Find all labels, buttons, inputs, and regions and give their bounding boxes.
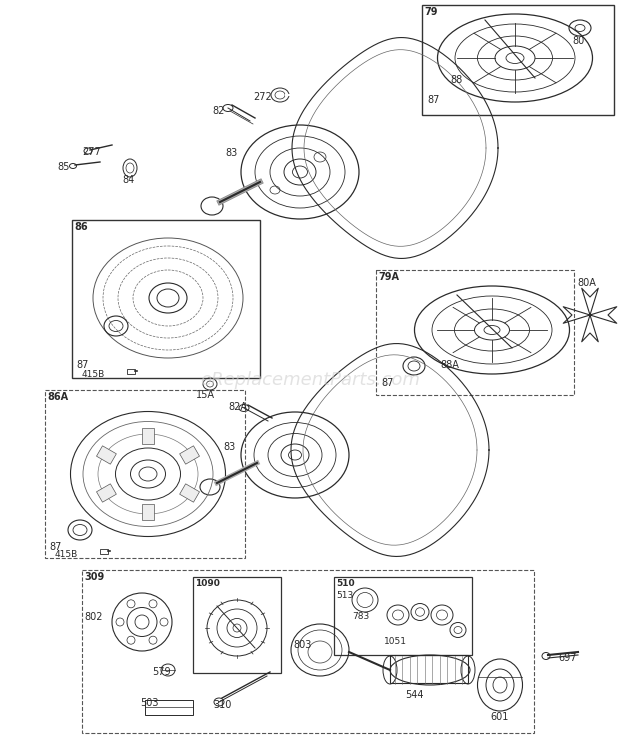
Text: 79A: 79A: [378, 272, 399, 282]
Bar: [193, 577, 281, 673]
Text: 79: 79: [424, 7, 438, 17]
Bar: [422, 5, 614, 115]
Bar: [142, 428, 154, 444]
Bar: [376, 270, 574, 395]
Text: 415B: 415B: [55, 550, 78, 559]
Text: 87: 87: [427, 95, 440, 105]
Text: 510: 510: [336, 579, 355, 588]
Text: 601: 601: [490, 712, 508, 722]
Bar: [145, 700, 193, 715]
Text: 503: 503: [140, 698, 159, 708]
Text: 80: 80: [572, 36, 584, 46]
Text: 86A: 86A: [47, 392, 68, 402]
Text: 310: 310: [213, 700, 231, 710]
Text: 697: 697: [558, 653, 577, 663]
Bar: [127, 369, 135, 374]
Text: 579: 579: [152, 667, 171, 677]
Text: 544: 544: [405, 690, 423, 700]
Text: 272: 272: [253, 92, 272, 102]
Bar: [72, 220, 260, 378]
Text: 309: 309: [84, 572, 104, 582]
Text: 87: 87: [381, 378, 393, 388]
Text: 277: 277: [82, 147, 100, 157]
Bar: [180, 484, 200, 502]
Text: 84: 84: [122, 175, 135, 185]
Text: 80A: 80A: [577, 278, 596, 288]
Text: 85: 85: [57, 162, 69, 172]
Bar: [142, 504, 154, 520]
Text: 1051: 1051: [384, 637, 407, 646]
Bar: [97, 484, 117, 502]
Bar: [97, 446, 117, 464]
Text: 87: 87: [49, 542, 61, 552]
Text: 803: 803: [293, 640, 311, 650]
Text: 783: 783: [352, 612, 370, 621]
Bar: [390, 655, 468, 683]
Bar: [45, 390, 245, 558]
Text: 513: 513: [336, 591, 353, 600]
Bar: [334, 577, 472, 655]
Bar: [100, 549, 108, 554]
Text: eReplacementParts.com: eReplacementParts.com: [200, 371, 420, 389]
Bar: [82, 570, 534, 733]
Text: 83: 83: [223, 442, 235, 452]
Text: 1090: 1090: [195, 579, 220, 588]
Text: 15A: 15A: [196, 390, 215, 400]
Text: 82: 82: [212, 106, 224, 116]
Text: 802: 802: [84, 612, 102, 622]
Text: 87: 87: [76, 360, 89, 370]
Text: 88: 88: [450, 75, 463, 85]
Text: 83: 83: [225, 148, 237, 158]
Text: 82A: 82A: [228, 402, 247, 412]
Text: 415B: 415B: [82, 370, 105, 379]
Bar: [180, 446, 200, 464]
Text: 86: 86: [74, 222, 87, 232]
Text: 88A: 88A: [440, 360, 459, 370]
